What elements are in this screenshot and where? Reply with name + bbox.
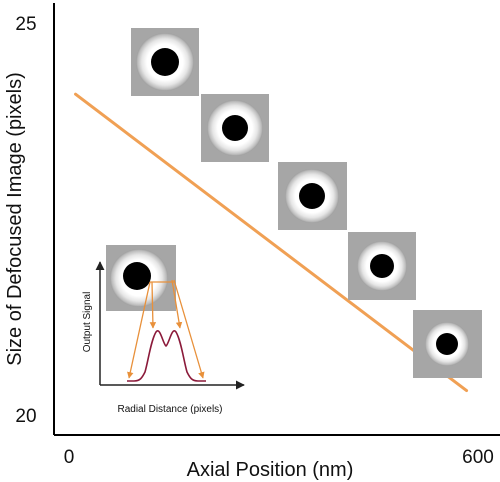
defocused-image-2 — [201, 94, 269, 162]
y-axis-title: Size of Defocused Image (pixels) — [4, 72, 26, 365]
inset-arrow-2 — [149, 281, 157, 329]
inset-arrow-3 — [171, 279, 183, 329]
y-tick-label-bottom: 20 — [15, 406, 36, 427]
defocused-image-1 — [131, 28, 199, 96]
x-tick-label-left: 0 — [64, 447, 75, 468]
inset-y-axis-title: Output Signal — [82, 292, 93, 353]
defocused-image-3 — [278, 162, 347, 230]
inset-arrow-4 — [173, 279, 205, 379]
y-tick-label-top: 25 — [15, 14, 36, 35]
defocused-image-4 — [348, 232, 416, 300]
x-tick-label-right: 600 — [462, 447, 494, 468]
defocused-image-5 — [413, 310, 482, 378]
series-line — [74, 92, 469, 393]
inset-x-axis-title: Radial Distance (pixels) — [117, 404, 222, 415]
inset-intensity-profile — [127, 329, 206, 382]
inset-arrow-1 — [127, 281, 151, 379]
x-axis-title: Axial Position (nm) — [187, 459, 354, 481]
inset-defocused-image — [106, 245, 176, 311]
inset-plot: Output Signal Radial Distance (pixels) — [82, 245, 245, 415]
